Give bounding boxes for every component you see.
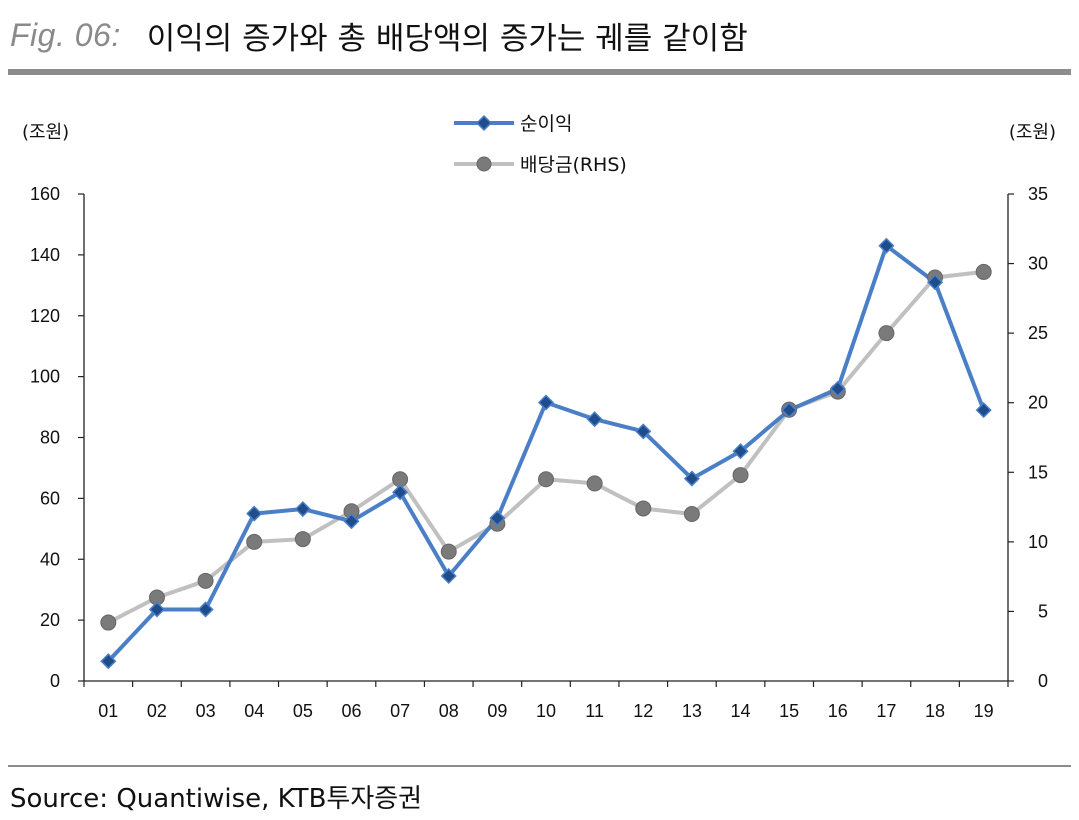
net-income-point (829, 380, 846, 397)
net-income-point (440, 567, 457, 585)
net-income-point (781, 402, 798, 419)
net-income-point (197, 601, 214, 618)
left-axis-unit: (조원) (22, 122, 69, 143)
net-income-point (392, 484, 409, 501)
left-tick-label: 20 (40, 610, 60, 630)
x-tick-label: 06 (341, 701, 361, 721)
dividend-point (197, 572, 214, 589)
net-income-point (878, 237, 895, 254)
right-tick-label: 35 (1028, 184, 1048, 204)
dividend-point (975, 263, 992, 280)
right-axis-ticks: 0 5 10 15 20 25 30 35 (1008, 184, 1048, 691)
legend-net-income-marker (475, 114, 493, 132)
net-income-point (343, 513, 360, 530)
x-tick-label: 04 (244, 701, 264, 721)
header-rule (8, 69, 1071, 75)
x-tick-label: 19 (974, 701, 994, 721)
x-tick-label: 18 (925, 701, 945, 721)
net-income-point (635, 423, 652, 440)
right-tick-label: 15 (1028, 462, 1048, 482)
dividend-point (294, 531, 311, 548)
x-tick-label: 02 (147, 701, 167, 721)
dividend-point (538, 471, 554, 488)
net-income-point (100, 653, 117, 670)
dividend-point (246, 533, 263, 550)
x-tick-label: 17 (876, 701, 896, 721)
x-tick-label: 15 (779, 701, 799, 721)
legend-dividend-label: 배당금(RHS) (520, 154, 627, 176)
net-income-line (106, 243, 986, 663)
net-income-point (683, 470, 700, 487)
right-tick-label: 5 (1038, 601, 1048, 621)
right-tick-label: 30 (1028, 254, 1048, 274)
left-axis-ticks: 0 20 40 60 80 100 120 140 160 (30, 184, 84, 691)
x-tick-label: 14 (731, 701, 751, 721)
x-tick-label: 01 (98, 701, 118, 721)
legend-dividend-marker (476, 156, 492, 172)
left-tick-label: 0 (50, 671, 60, 691)
right-tick-label: 20 (1028, 393, 1048, 413)
net-income-point (537, 394, 555, 411)
left-tick-label: 140 (30, 245, 60, 265)
right-tick-label: 10 (1028, 532, 1048, 552)
net-income-point (148, 601, 166, 618)
dividend-point (878, 325, 895, 342)
net-income-point (926, 274, 944, 291)
net-income-point (246, 505, 263, 522)
x-tick-label: 11 (585, 701, 604, 721)
x-tick-label: 16 (828, 701, 848, 721)
left-tick-label: 160 (30, 184, 60, 204)
figure-header: Fig. 06: 이익의 증가와 총 배당액의 증가는 궤를 같이함 (10, 12, 748, 58)
x-tick-label: 05 (293, 701, 313, 721)
net-income-point (586, 411, 603, 428)
left-tick-label: 80 (40, 428, 60, 448)
legend-net-income-label: 순이익 (520, 113, 572, 135)
left-tick-label: 120 (30, 306, 60, 326)
series-layer (100, 237, 992, 670)
footer-rule (8, 765, 1071, 767)
dividend-point (732, 467, 749, 484)
figure-title: 이익의 증가와 총 배당액의 증가는 궤를 같이함 (146, 20, 748, 57)
x-tick-label: 12 (633, 701, 653, 721)
net-income-point (489, 510, 506, 527)
dividend-point (586, 475, 603, 492)
dividend-line (107, 269, 984, 625)
chart-axes (83, 194, 1009, 682)
dividend-point (683, 506, 700, 523)
left-tick-label: 60 (40, 488, 60, 508)
x-tick-label: 07 (390, 701, 410, 721)
left-tick-label: 40 (40, 549, 60, 569)
figure-label: Fig. 06: (10, 16, 121, 53)
dividend-point (440, 543, 457, 560)
left-tick-label: 100 (30, 367, 60, 387)
dividend-point (635, 500, 652, 517)
right-tick-label: 0 (1038, 671, 1048, 691)
dividend-point (100, 614, 117, 631)
x-axis-ticks: 01 02 03 04 05 06 07 08 09 10 11 12 13 14 15 16 17 18 19 (83, 681, 1009, 721)
x-tick-label: 09 (487, 701, 507, 721)
x-tick-label: 10 (536, 701, 556, 721)
right-tick-label: 25 (1028, 323, 1048, 343)
net-income-point (294, 500, 311, 518)
right-axis-unit: (조원) (1009, 122, 1056, 143)
net-income-point (732, 443, 749, 460)
source-note: Source: Quantiwise, KTB투자증권 (10, 784, 423, 814)
x-tick-label: 08 (439, 701, 459, 721)
net-income-point (975, 402, 992, 419)
x-tick-label: 13 (682, 701, 702, 721)
x-tick-label: 03 (196, 701, 216, 721)
